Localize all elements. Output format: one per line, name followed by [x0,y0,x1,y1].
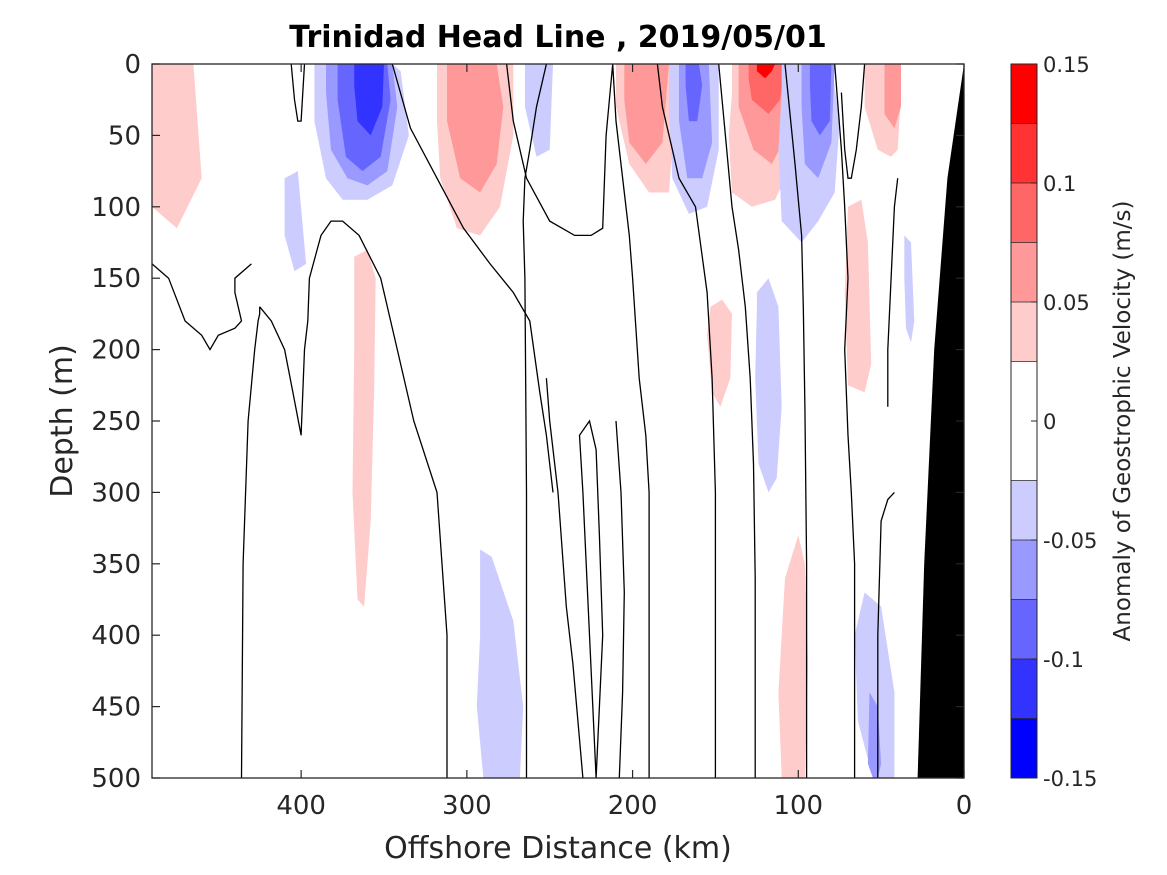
zero-contour [259,220,448,778]
x-axis-ticks: 400 300 200 100 0 [276,64,972,821]
y-tick-label: 450 [91,693,141,723]
y-tick-label: 400 [91,621,141,651]
velocity-region [884,64,901,129]
y-tick-label: 50 [108,121,141,151]
zero-contour [887,178,899,407]
velocity-region [352,249,376,607]
velocity-region [755,278,782,493]
zero-contour [615,420,625,778]
velocity-region [152,64,202,229]
zero-contour [877,491,895,778]
seafloor-bathymetry [917,64,964,778]
y-tick-label: 300 [91,478,141,508]
zero-contour [784,64,808,778]
velocity-region [476,549,524,778]
velocity-region [685,64,703,122]
velocity-region [904,235,915,343]
colorbar-label: Anomaly of Geostrophic Velocity (m/s) [1110,201,1136,642]
velocity-region [707,299,732,407]
x-tick-label: 200 [608,791,658,821]
y-tick-label: 200 [91,336,141,366]
y-axis-label: Depth (m) [45,344,80,498]
x-tick-label: 400 [276,791,326,821]
y-tick-label: 0 [124,50,141,80]
colorbar-segment [1011,123,1037,183]
y-tick-label: 250 [91,407,141,437]
colorbar-segment [1011,242,1037,302]
zero-contour [578,419,604,778]
zero-contour-lines [152,64,899,778]
y-axis-ticks: 0 50 100 150 200 250 300 350 400 450 500 [91,50,964,794]
colorbar-tick-label: 0.05 [1043,291,1090,315]
colorbar-tick-label: 0.15 [1043,53,1090,77]
y-tick-label: 100 [91,193,141,223]
colorbar-ticks: -0.15 -0.1 -0.05 0 0.05 0.1 0.15 [1031,53,1097,791]
colorbar-segment [1011,64,1037,124]
y-tick-label: 350 [91,550,141,580]
x-tick-label: 0 [956,791,973,821]
chart-title: Trinidad Head Line , 2019/05/01 [289,20,826,55]
zero-contour [505,64,650,778]
velocity-region [354,64,384,136]
x-tick-label: 100 [773,791,823,821]
colorbar [1011,64,1037,778]
zero-contour [718,64,756,778]
colorbar-segment [1011,718,1037,778]
velocity-region [844,199,872,393]
zero-contour [545,378,584,778]
velocity-fill-regions [152,64,915,778]
velocity-region [778,535,809,778]
x-axis-label: Offshore Distance (km) [384,831,732,866]
zero-contour [840,64,866,179]
zero-contour [290,64,306,122]
colorbar-tick-label: 0 [1043,410,1056,434]
velocity-region [756,64,776,79]
colorbar-tick-label: -0.15 [1043,767,1097,791]
velocity-region [447,64,504,193]
zero-contour [522,64,548,778]
colorbar-segment [1011,302,1037,362]
velocity-region [809,64,832,136]
velocity-region [624,64,669,164]
zero-contour [152,263,252,351]
y-tick-label: 150 [91,264,141,294]
velocity-region [748,64,785,114]
zero-contour [240,306,261,778]
colorbar-segment [1011,599,1037,659]
colorbar-tick-label: -0.1 [1043,648,1084,672]
colorbar-tick-label: -0.05 [1043,529,1097,553]
colorbar-segment [1011,659,1037,719]
zero-contour [834,64,856,778]
zero-contour [656,64,717,778]
velocity-region [854,592,895,778]
y-tick-label: 500 [91,764,141,794]
x-tick-label: 300 [442,791,492,821]
velocity-region [284,171,307,272]
zero-contour [391,64,554,493]
colorbar-segment [1011,183,1037,243]
colorbar-tick-label: 0.1 [1043,172,1076,196]
colorbar-segment [1011,540,1037,600]
colorbar-segment [1011,480,1037,540]
